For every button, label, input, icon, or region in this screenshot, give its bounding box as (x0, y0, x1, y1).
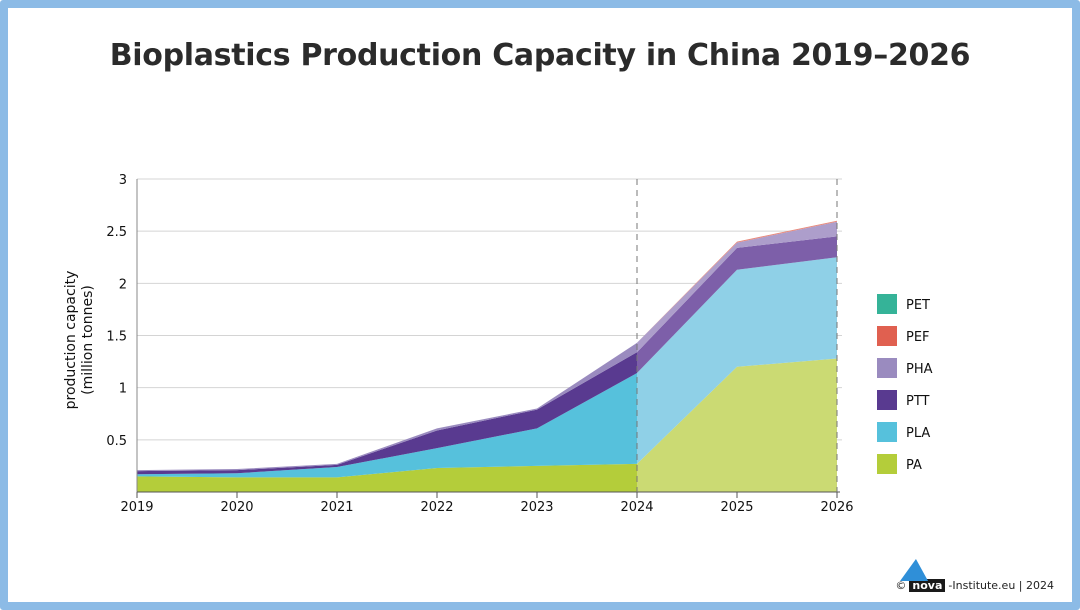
area-pa (137, 463, 637, 492)
legend-swatch-pet (877, 294, 897, 314)
legend-swatch-pha (877, 358, 897, 378)
x-tick-label: 2021 (320, 500, 353, 515)
y-tick-label: 2 (119, 277, 127, 292)
area-pa-forecast (637, 358, 837, 492)
legend-label-pa: PA (906, 458, 922, 473)
legend-swatch-ptt (877, 390, 897, 410)
legend-label-ptt: PTT (906, 394, 930, 409)
y-tick-label: 1 (119, 382, 127, 397)
legend-label-pha: PHA (906, 362, 933, 377)
area-pla-forecast (637, 257, 837, 464)
y-tick-label: 0.5 (106, 434, 127, 449)
nova-logo: nova (900, 559, 946, 592)
svg-text:production capacity: production capacity (63, 271, 79, 410)
legend-swatch-pa (877, 454, 897, 474)
credit-text: -Institute.eu | 2024 (948, 579, 1054, 592)
svg-text:(million tonnes): (million tonnes) (80, 285, 96, 395)
x-tick-label: 2025 (720, 500, 753, 515)
x-tick-label: 2024 (620, 500, 653, 515)
legend-swatch-pla (877, 422, 897, 442)
x-tick-label: 2022 (420, 500, 453, 515)
area-pha-forecast (637, 221, 837, 353)
y-axis-label: production capacity (million tonnes) (63, 271, 96, 410)
x-tick-label: 2019 (120, 500, 153, 515)
area-ptt (137, 352, 637, 475)
chart-title: Bioplastics Production Capacity in China… (109, 38, 971, 73)
area-ptt-forecast (637, 236, 837, 374)
area-pla (137, 373, 637, 478)
y-tick-label: 2.5 (106, 225, 127, 240)
y-tick-label: 1.5 (106, 330, 127, 345)
legend-label-pet: PET (906, 298, 930, 313)
legend-label-pef: PEF (906, 330, 930, 345)
x-tick-label: 2023 (520, 500, 553, 515)
credit: © nova -Institute.eu | 2024 (895, 559, 1054, 592)
x-tick-label: 2020 (220, 500, 253, 515)
legend-swatch-pef (877, 326, 897, 346)
copyright-symbol: © (895, 579, 907, 592)
legend-label-pla: PLA (906, 426, 930, 441)
x-tick-label: 2026 (820, 500, 853, 515)
y-tick-label: 3 (119, 173, 127, 188)
